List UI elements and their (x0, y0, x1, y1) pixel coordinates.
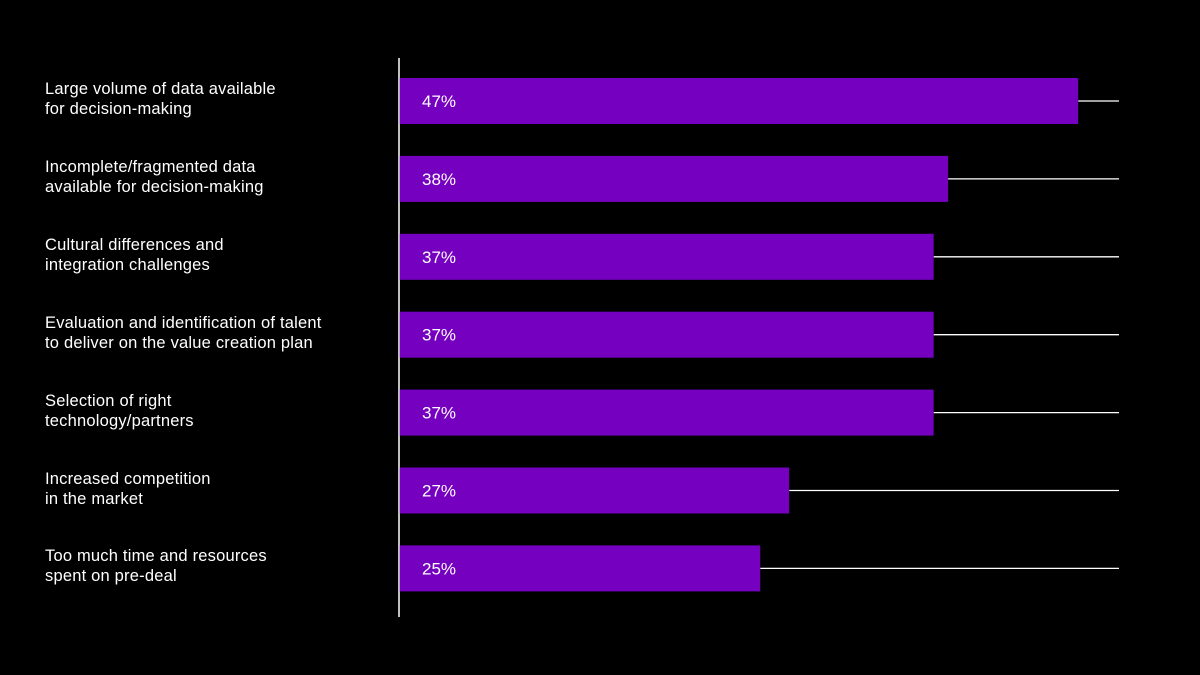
bar-value-label: 37% (422, 326, 456, 345)
category-label-line: Increased competition (45, 469, 211, 488)
bar (399, 78, 1079, 124)
category-label: Increased competition in the market (45, 469, 385, 509)
category-label-line: Large volume of data available (45, 80, 276, 98)
category-label-line: technology/partners (45, 411, 194, 430)
bar-value-label: 37% (422, 248, 456, 267)
bar-value-label: 25% (422, 559, 456, 578)
category-label: Cultural differences and integration chal… (45, 235, 385, 275)
bar-value-label: 27% (422, 482, 456, 501)
bar (399, 311, 934, 358)
category-label: Selection of right technology/partners (45, 391, 385, 431)
category-label-line: Evaluation and identification of talent (45, 313, 322, 332)
bar-value-label: 47% (422, 92, 456, 111)
category-label-line: Selection of right (45, 391, 172, 410)
category-label-line: available for decision-making (45, 177, 264, 196)
category-label-line: for decision-making (45, 100, 192, 118)
bar-value-label: 38% (422, 170, 456, 189)
bar (399, 389, 934, 436)
category-label: Incomplete/fragmented data available for … (45, 157, 385, 197)
category-label-line: to deliver on the value creation plan (45, 333, 313, 352)
bar-value-label: 37% (422, 404, 456, 423)
category-label: Evaluation and identification of talent t… (45, 313, 385, 353)
category-label-line: integration challenges (45, 255, 210, 274)
bar (399, 233, 934, 280)
bar (399, 545, 761, 592)
category-label-line: Cultural differences and (45, 235, 224, 254)
category-label-line: in the market (45, 489, 143, 508)
bar (399, 467, 790, 514)
bar (399, 155, 949, 202)
category-label: Large volume of data available for decisi… (45, 79, 385, 119)
category-label: Too much time and resources spent on pre-… (45, 546, 385, 586)
category-label-line: spent on pre-deal (45, 567, 177, 586)
category-label-line: Incomplete/fragmented data (45, 157, 256, 176)
category-label-line: Too much time and resources (45, 547, 267, 566)
